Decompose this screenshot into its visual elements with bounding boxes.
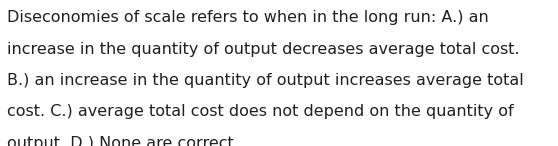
Text: Diseconomies of scale refers to when in the long run: A.) an: Diseconomies of scale refers to when in … <box>7 10 489 25</box>
Text: increase in the quantity of output decreases average total cost.: increase in the quantity of output decre… <box>7 42 520 57</box>
Text: cost. C.) average total cost does not depend on the quantity of: cost. C.) average total cost does not de… <box>7 104 514 119</box>
Text: B.) an increase in the quantity of output increases average total: B.) an increase in the quantity of outpu… <box>7 73 524 88</box>
Text: output. D.) None are correct.: output. D.) None are correct. <box>7 136 239 146</box>
